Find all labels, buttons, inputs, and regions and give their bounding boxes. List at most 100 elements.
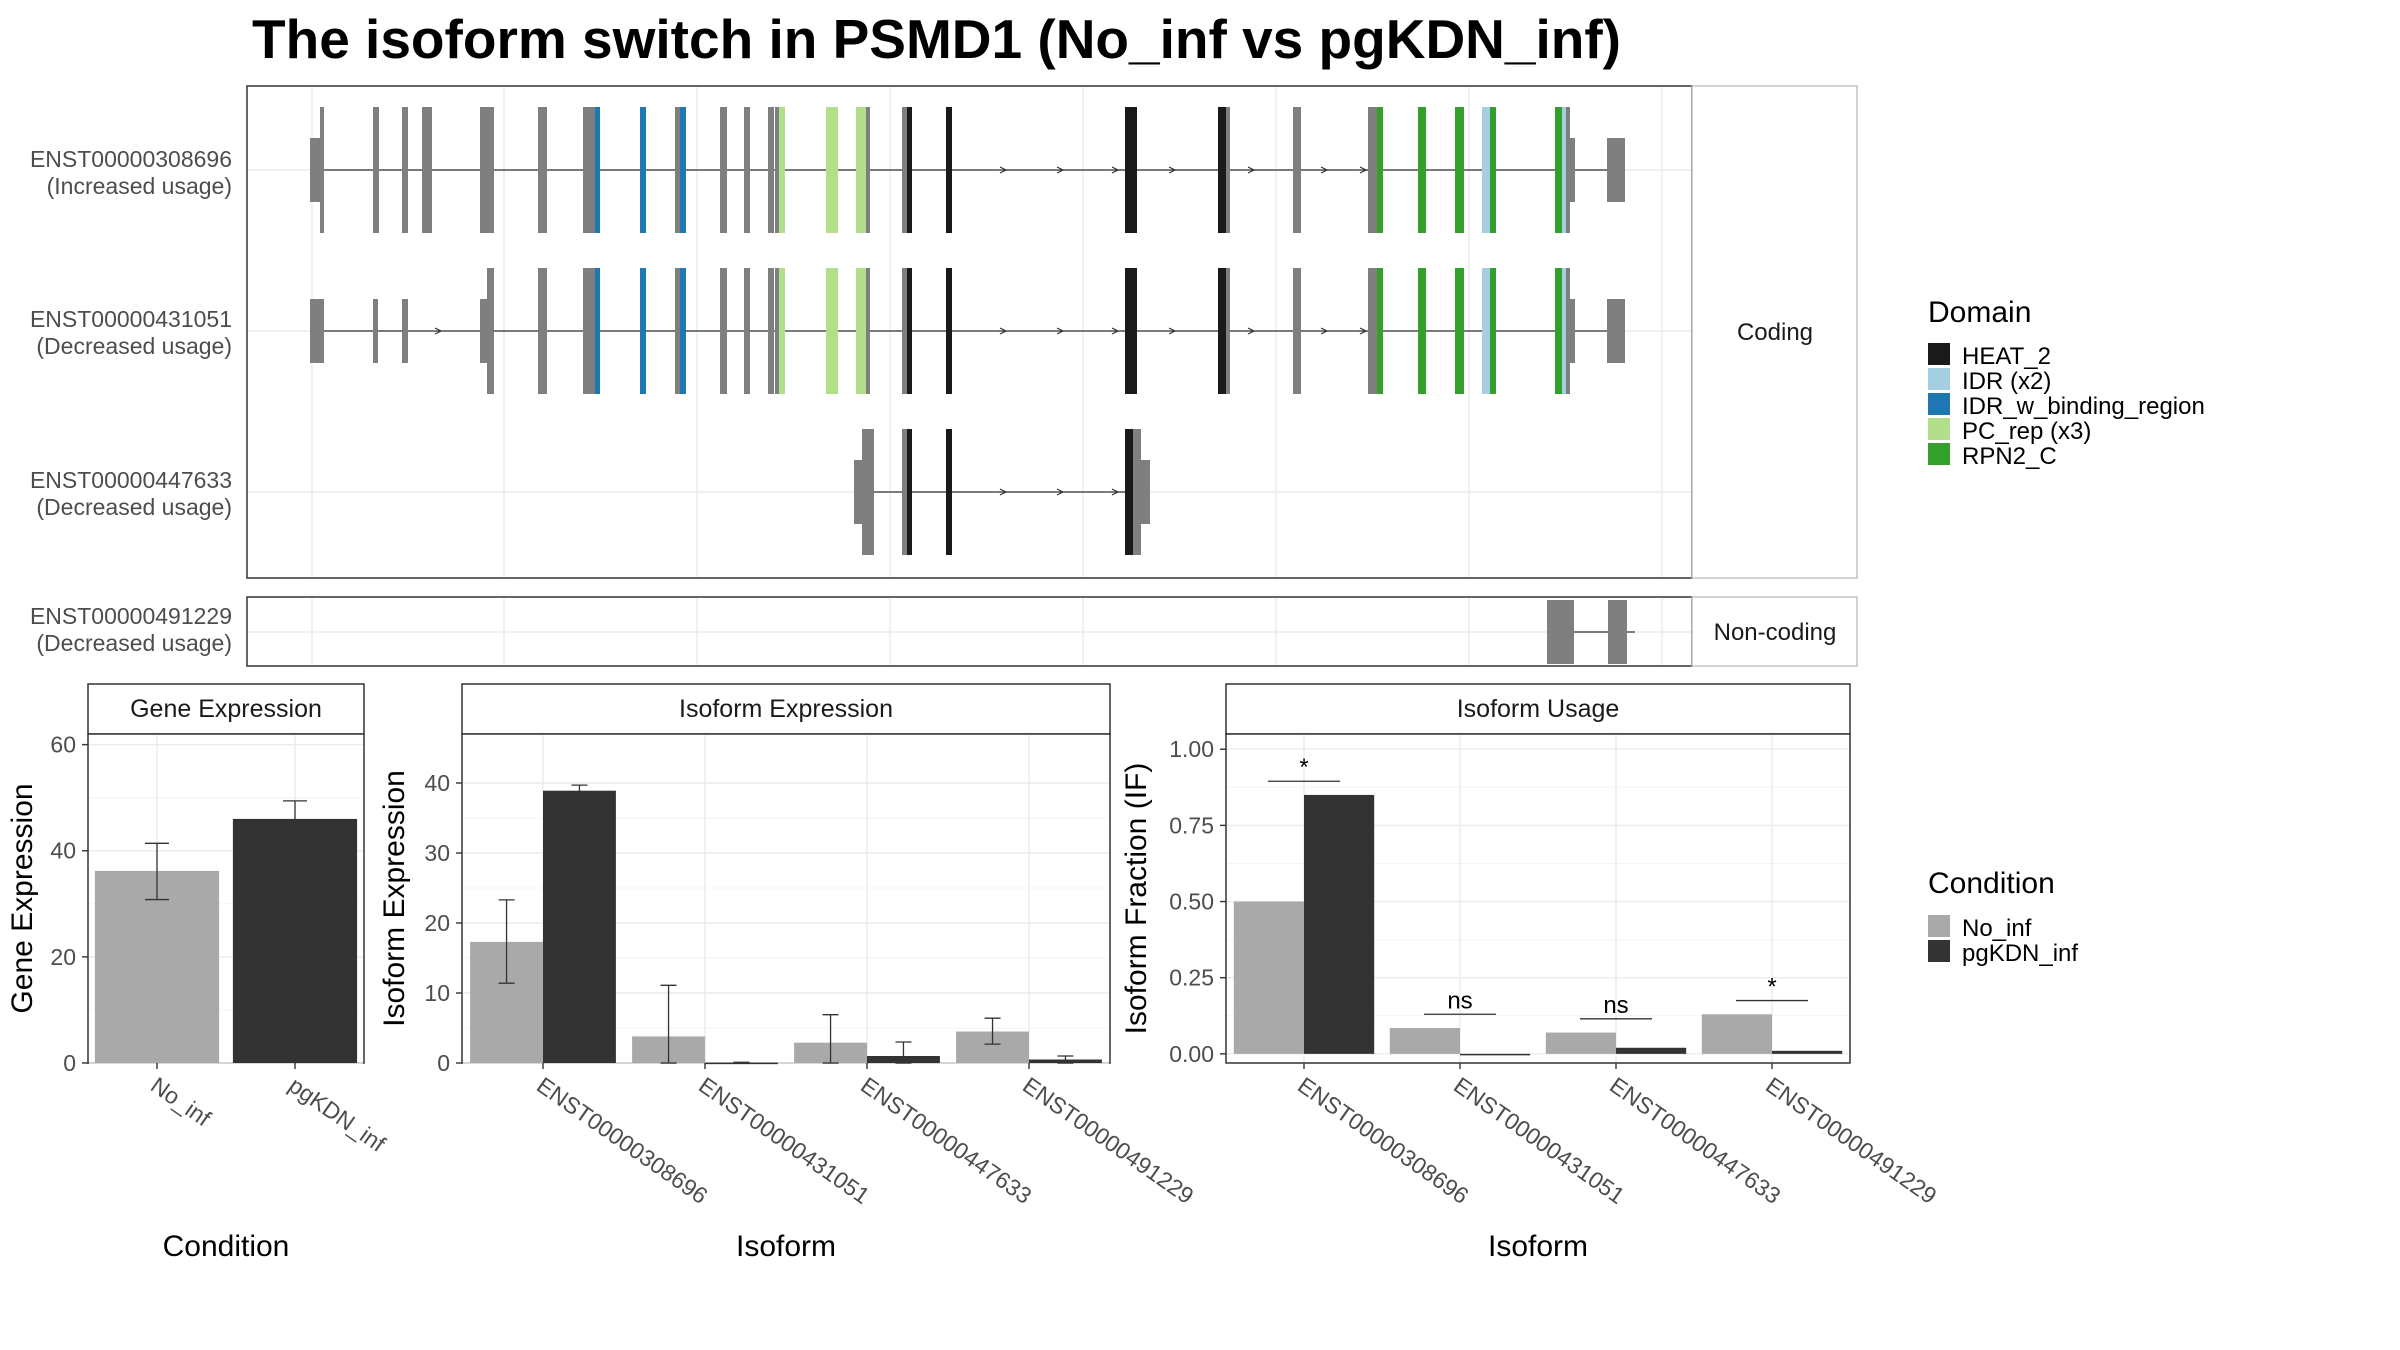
y-tick-label: 0.25 bbox=[1169, 965, 1214, 991]
exon-block bbox=[775, 107, 779, 233]
exon-block bbox=[768, 268, 774, 394]
exon-block bbox=[1570, 138, 1575, 202]
legend-key-pc-rep bbox=[1928, 418, 1950, 440]
legend-key-rpn2c bbox=[1928, 443, 1950, 465]
legend-label-idr: IDR (x2) bbox=[1962, 368, 2051, 395]
chart-title: Gene Expression bbox=[130, 695, 322, 723]
exon-block bbox=[310, 138, 322, 202]
intron-arrow bbox=[1320, 166, 1329, 174]
exon-block bbox=[1555, 268, 1562, 394]
exon-block bbox=[1418, 107, 1426, 233]
bar bbox=[1389, 1027, 1460, 1054]
x-tick-label: ENST00000308696 bbox=[532, 1072, 712, 1209]
legend-key-idr bbox=[1928, 368, 1950, 390]
exon-block bbox=[768, 107, 774, 233]
exon-block bbox=[538, 268, 547, 394]
exon-block bbox=[487, 268, 494, 394]
legend-key-pgkdn-inf bbox=[1928, 940, 1950, 962]
intron-arrow bbox=[1056, 327, 1065, 335]
bar bbox=[94, 870, 220, 1063]
exon-block bbox=[1377, 268, 1383, 394]
bar bbox=[1772, 1050, 1843, 1054]
bar-charts: Gene Expression 0 20 40 60 No_inf pgKDN_inf Con… bbox=[6, 683, 1942, 1263]
exon-block bbox=[1607, 299, 1625, 363]
exon-block bbox=[856, 107, 866, 233]
exon-block bbox=[373, 107, 379, 233]
legend-key-heat2 bbox=[1928, 343, 1950, 365]
exon-block bbox=[1570, 299, 1575, 363]
bar bbox=[1304, 794, 1375, 1054]
exon-block bbox=[1455, 107, 1464, 233]
bar bbox=[1460, 1053, 1531, 1056]
exon-block bbox=[1608, 600, 1627, 664]
exon-block bbox=[1455, 268, 1464, 394]
chart-title: Isoform Expression bbox=[679, 695, 893, 723]
x-axis-title: Isoform bbox=[1488, 1230, 1588, 1263]
exon-block bbox=[1490, 107, 1496, 233]
intron-arrow bbox=[1168, 166, 1177, 174]
intron-arrow bbox=[1056, 166, 1065, 174]
domain-legend: Domain HEAT_2 IDR (x2) IDR_w_binding_reg… bbox=[1928, 296, 2205, 470]
exon-block bbox=[1562, 107, 1566, 233]
exon-block bbox=[1368, 268, 1377, 394]
x-tick-label: ENST00000431051 bbox=[1449, 1072, 1629, 1209]
condition-legend: Condition No_inf pgKDN_inf bbox=[1928, 867, 2078, 967]
condition-legend-title: Condition bbox=[1928, 867, 2055, 900]
exon-block bbox=[902, 429, 907, 555]
x-axis-title: Isoform bbox=[736, 1230, 836, 1263]
y-tick-label: 0.50 bbox=[1169, 889, 1214, 915]
exon-block bbox=[538, 107, 547, 233]
exon-block bbox=[902, 268, 907, 394]
exon-block bbox=[946, 268, 952, 394]
chart-strip bbox=[461, 683, 1111, 735]
y-tick-label: 1.00 bbox=[1169, 736, 1214, 762]
y-tick-label: 20 bbox=[50, 944, 76, 970]
exon-block bbox=[779, 268, 785, 394]
exon-block bbox=[680, 107, 686, 233]
y-tick-label: 60 bbox=[50, 732, 76, 758]
exon-block bbox=[675, 268, 680, 394]
intron-arrow bbox=[1247, 327, 1256, 335]
chart-1: Isoform Expression 0 10 20 30 40 ENST000003086… bbox=[378, 683, 1199, 1263]
exon-block bbox=[1555, 107, 1562, 233]
exon-block bbox=[1141, 460, 1150, 524]
significance-label: * bbox=[1767, 974, 1776, 1001]
legend-label-no-inf: No_inf bbox=[1962, 915, 2032, 942]
exon-block bbox=[779, 107, 785, 233]
y-tick-label: 0.75 bbox=[1169, 812, 1214, 838]
exon-block bbox=[675, 107, 680, 233]
exon-block bbox=[907, 268, 912, 394]
bar bbox=[1233, 901, 1304, 1054]
legend-label-idr-binding: IDR_w_binding_region bbox=[1962, 393, 2205, 420]
exon-block bbox=[720, 107, 727, 233]
noncoding-strip bbox=[1691, 596, 1858, 667]
intron-arrow bbox=[999, 166, 1008, 174]
exon-block bbox=[310, 299, 324, 363]
exon-block bbox=[402, 299, 408, 363]
intron-arrow bbox=[1359, 327, 1368, 335]
legend-label-heat2: HEAT_2 bbox=[1962, 343, 2051, 370]
transcript-id-label: ENST00000491229 bbox=[30, 603, 232, 629]
figure-title: The isoform switch in PSMD1 (No_inf vs p… bbox=[252, 8, 1621, 70]
exon-block bbox=[1218, 268, 1226, 394]
exon-block bbox=[1377, 107, 1383, 233]
exon-block bbox=[854, 460, 862, 524]
exon-block bbox=[1607, 138, 1625, 202]
exon-block bbox=[866, 107, 870, 233]
exon-block bbox=[1133, 429, 1141, 555]
exon-block bbox=[422, 107, 432, 233]
exon-block bbox=[595, 107, 600, 233]
exon-blocks bbox=[310, 107, 1627, 664]
transcript-id-label: ENST00000431051 bbox=[30, 306, 232, 332]
x-tick-label: ENST00000447633 bbox=[1605, 1072, 1785, 1209]
transcript-usage-label: (Decreased usage) bbox=[36, 630, 232, 656]
exon-block bbox=[1293, 268, 1301, 394]
exon-block bbox=[583, 107, 595, 233]
intron-arrow bbox=[434, 327, 443, 335]
intron-arrow bbox=[1359, 166, 1368, 174]
chart-strip bbox=[87, 683, 365, 735]
exon-block bbox=[595, 268, 600, 394]
exon-block bbox=[640, 107, 646, 233]
